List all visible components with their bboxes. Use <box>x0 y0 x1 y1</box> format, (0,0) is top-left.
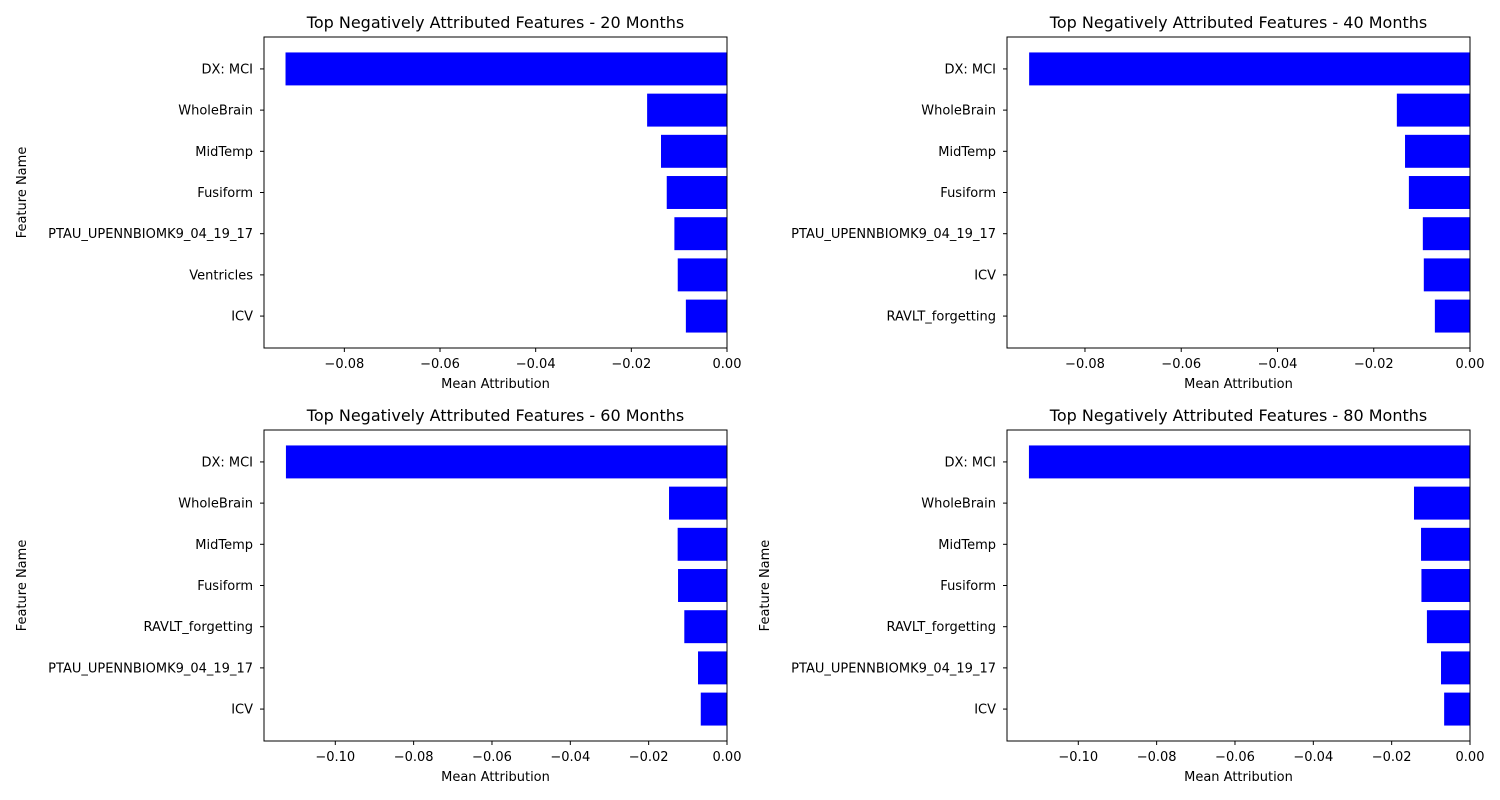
chart-panel-3: DX: MCI WholeBrain MidTemp Fusiform RAVLT_fo… <box>15 406 741 785</box>
bar-fusiform <box>1421 569 1470 602</box>
x-axis-label: Mean Attribution <box>441 377 550 392</box>
y-tick-label: ICV <box>231 310 253 325</box>
bar-ptau-upennbiomk9-04-19-17 <box>1422 217 1470 251</box>
x-tick-label: −0.06 <box>472 750 512 765</box>
x-tick-label: −0.02 <box>1354 357 1394 372</box>
x-tick-label: −0.04 <box>1258 357 1298 372</box>
y-tick-label: ICV <box>974 268 996 283</box>
y-tick-label: Fusiform <box>197 186 253 201</box>
x-tick-label: 0.00 <box>713 750 742 765</box>
x-tick-label: −0.06 <box>1215 750 1255 765</box>
y-tick-label: RAVLT_forgetting <box>886 310 996 325</box>
bar-dx-mci <box>1029 52 1470 86</box>
bar-fusiform <box>666 176 727 209</box>
chart-title: Top Negatively Attributed Features - 40 … <box>1049 13 1427 32</box>
x-tick-label: −0.02 <box>629 750 669 765</box>
x-tick-label: −0.08 <box>324 357 364 372</box>
y-tick-label: ICV <box>231 703 253 718</box>
bar-ptau-upennbiomk9-04-19-17 <box>674 217 727 251</box>
bar-icv <box>1444 692 1470 726</box>
bar-fusiform <box>678 569 727 602</box>
y-axis-label: Feature Name <box>758 540 773 632</box>
y-tick-label: ICV <box>974 703 996 718</box>
y-tick-label: WholeBrain <box>921 104 996 119</box>
bar-midtemp <box>677 527 727 561</box>
y-tick-label: Fusiform <box>940 579 996 594</box>
y-tick-label: PTAU_UPENNBIOMK9_04_19_17 <box>48 661 253 676</box>
bar-ptau-upennbiomk9-04-19-17 <box>1441 651 1470 685</box>
x-tick-label: −0.02 <box>1372 750 1412 765</box>
y-tick-label: DX: MCI <box>201 455 253 470</box>
y-tick-label: PTAU_UPENNBIOMK9_04_19_17 <box>48 227 253 242</box>
bar-wholebrain <box>1396 93 1470 127</box>
x-tick-label: −0.08 <box>1065 357 1105 372</box>
x-tick-label: −0.04 <box>550 750 590 765</box>
bar-dx-mci <box>285 52 727 86</box>
x-axis-label: Mean Attribution <box>1184 377 1293 392</box>
y-tick-label: WholeBrain <box>178 104 253 119</box>
bar-wholebrain <box>669 486 727 520</box>
x-tick-label: −0.10 <box>1058 750 1098 765</box>
y-tick-label: RAVLT_forgetting <box>143 620 253 635</box>
bar-dx-mci <box>285 445 727 479</box>
y-tick-label: DX: MCI <box>944 62 996 77</box>
y-tick-label: Fusiform <box>940 186 996 201</box>
bar-ravlt-forgetting <box>1426 610 1470 644</box>
y-tick-label: PTAU_UPENNBIOMK9_04_19_17 <box>791 661 996 676</box>
x-axis-label: Mean Attribution <box>441 770 550 785</box>
x-tick-label: −0.08 <box>394 750 434 765</box>
x-axis-label: Mean Attribution <box>1184 770 1293 785</box>
y-tick-label: PTAU_UPENNBIOMK9_04_19_17 <box>791 227 996 242</box>
bar-midtemp <box>1421 527 1470 561</box>
bar-fusiform <box>1408 176 1470 209</box>
y-tick-label: MidTemp <box>195 538 253 553</box>
chart-panel-4: DX: MCI WholeBrain MidTemp Fusiform RAVLT_fo… <box>758 406 1484 785</box>
x-tick-label: −0.04 <box>516 357 556 372</box>
bar-wholebrain <box>647 93 727 127</box>
y-tick-label: WholeBrain <box>921 497 996 512</box>
bar-ravlt-forgetting <box>1434 299 1470 333</box>
x-tick-label: −0.02 <box>611 357 651 372</box>
bar-ravlt-forgetting <box>684 610 727 644</box>
x-tick-label: 0.00 <box>1456 750 1485 765</box>
y-tick-label: Fusiform <box>197 579 253 594</box>
y-tick-label: MidTemp <box>938 538 996 553</box>
chart-panel-2: DX: MCI WholeBrain MidTemp Fusiform PTAU_UPE… <box>791 13 1484 392</box>
y-axis-label: Feature Name <box>15 540 30 632</box>
bar-icv <box>685 299 727 333</box>
bar-ptau-upennbiomk9-04-19-17 <box>698 651 727 685</box>
bar-ventricles <box>677 258 727 292</box>
chart-title: Top Negatively Attributed Features - 20 … <box>306 13 684 32</box>
x-tick-label: 0.00 <box>1456 357 1485 372</box>
bar-dx-mci <box>1028 445 1470 479</box>
chart-panel-1: DX: MCI WholeBrain MidTemp Fusiform PTAU_UPE… <box>15 13 741 392</box>
y-tick-label: Ventricles <box>189 268 253 283</box>
y-tick-label: RAVLT_forgetting <box>886 620 996 635</box>
y-tick-label: MidTemp <box>195 145 253 160</box>
bar-midtemp <box>1405 134 1470 168</box>
y-tick-label: DX: MCI <box>201 62 253 77</box>
x-tick-label: −0.06 <box>1161 357 1201 372</box>
x-tick-label: −0.10 <box>315 750 355 765</box>
bar-midtemp <box>660 134 727 168</box>
x-tick-label: −0.08 <box>1137 750 1177 765</box>
x-tick-label: 0.00 <box>713 357 742 372</box>
bar-icv <box>1423 258 1470 292</box>
y-axis-label: Feature Name <box>15 147 30 239</box>
chart-title: Top Negatively Attributed Features - 80 … <box>1049 406 1427 425</box>
x-tick-label: −0.04 <box>1293 750 1333 765</box>
bar-wholebrain <box>1413 486 1470 520</box>
chart-title: Top Negatively Attributed Features - 60 … <box>306 406 684 425</box>
y-tick-label: DX: MCI <box>944 455 996 470</box>
y-tick-label: MidTemp <box>938 145 996 160</box>
y-tick-label: WholeBrain <box>178 497 253 512</box>
bar-icv <box>700 692 727 726</box>
x-tick-label: −0.06 <box>420 357 460 372</box>
